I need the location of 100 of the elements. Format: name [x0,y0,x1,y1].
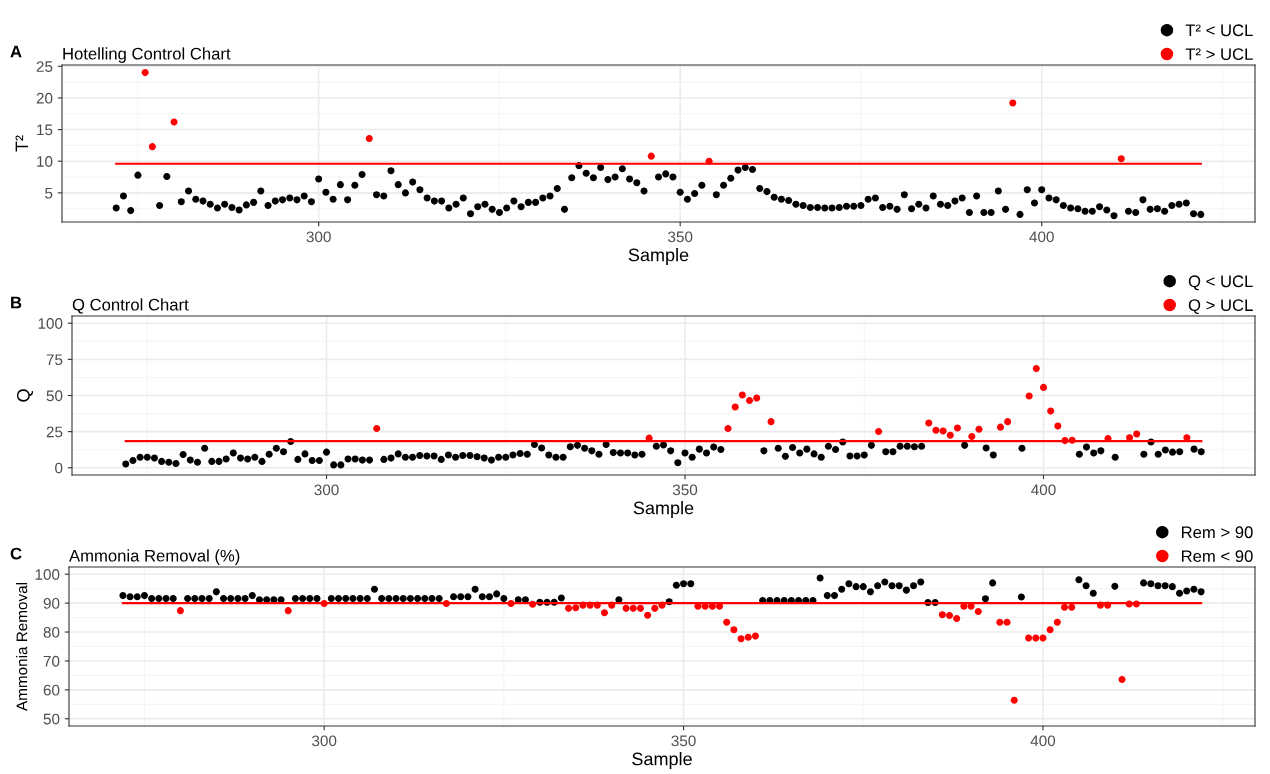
point [1025,634,1033,642]
x-tick-label: 400 [1030,735,1056,747]
legend-label: T² > UCL [1185,48,1253,61]
x-axis-title: Sample [632,752,692,769]
x-tick-label: 350 [672,484,698,496]
x-tick-label: 350 [671,735,696,747]
x-axis-title: Sample [633,501,694,518]
point [600,609,609,617]
legend-label: Rem < 90 [1181,550,1253,563]
point [1046,626,1054,634]
y-tick-label: 25 [36,61,53,72]
point [1039,634,1047,642]
y-axis-title: Ammonia Removal [16,582,28,711]
y-tick-label: 90 [43,598,60,609]
point [939,427,947,435]
point [751,632,759,640]
chart-title: Hotelling Control Chart [63,47,231,63]
point [938,611,946,619]
point [284,607,292,615]
legend-label: T² < UCL [1185,24,1253,37]
y-tick-label: 0 [55,462,63,474]
point [148,143,156,151]
point [953,614,961,622]
x-tick-label: 400 [1029,231,1054,243]
point [1060,603,1069,611]
point [1032,634,1040,642]
point [767,418,775,426]
x-tick-label: 350 [668,231,693,243]
point [1039,383,1048,391]
point [1118,675,1126,683]
point [1004,418,1012,426]
point [1068,603,1076,611]
y-tick-label: 100 [35,569,60,580]
y-tick-label: 50 [46,390,63,402]
point [875,427,883,436]
point [953,424,961,432]
y-tick-label: 60 [43,684,60,696]
point [738,391,746,399]
point [1053,618,1061,626]
point [737,635,745,643]
y-tick-label: 25 [46,426,63,438]
y-tick-label: 80 [43,626,60,638]
point [647,152,655,160]
point [746,397,754,405]
point [945,612,954,620]
point [1032,364,1040,373]
point [373,424,381,432]
chart-title: Q Control Chart [72,298,189,314]
point [1010,696,1018,704]
point [1047,407,1055,415]
point [141,69,149,77]
point [651,604,659,612]
x-tick-label: 400 [1031,484,1056,496]
point [1009,99,1017,107]
y-tick-label: 100 [38,318,63,329]
point [974,607,982,616]
point [622,604,630,612]
chart-title: Ammonia Removal (%) [69,549,240,565]
point [565,604,573,612]
point [723,618,731,626]
legend-label: Rem > 90 [1181,526,1253,539]
point [946,431,954,439]
point [1025,392,1033,400]
point [572,604,580,612]
point [1133,430,1141,438]
text: A [10,45,22,58]
y-axis-title: Q [16,389,33,402]
x-tick-label: 300 [312,735,337,747]
point [744,633,752,641]
point [636,604,644,612]
point [176,607,184,615]
point [1003,618,1011,626]
point [1054,422,1062,430]
point [365,134,373,142]
point [1117,155,1125,163]
point [925,419,933,427]
x-axis-title: Sample [628,248,689,265]
y-tick-label: 10 [37,156,53,167]
x-tick-label: 300 [306,231,331,243]
point [932,426,940,434]
point [996,618,1004,626]
text: C [10,547,22,560]
y-axis-title: T² [15,135,29,152]
y-tick-label: 15 [37,124,53,136]
point [724,424,732,432]
y-tick-label: 75 [46,354,63,366]
point [170,118,178,126]
y-tick-label: 70 [43,655,60,667]
point [996,423,1005,431]
y-tick-label: 20 [36,92,53,104]
point [629,604,637,612]
y-tick-label: 5 [45,187,53,199]
legend-label: Q < UCL [1188,275,1253,291]
point [975,425,983,433]
legend-label: Q > UCL [1188,299,1253,315]
point [753,394,761,402]
y-tick-label: 50 [43,713,60,725]
point [731,403,739,411]
point [730,626,738,634]
point [968,433,976,441]
